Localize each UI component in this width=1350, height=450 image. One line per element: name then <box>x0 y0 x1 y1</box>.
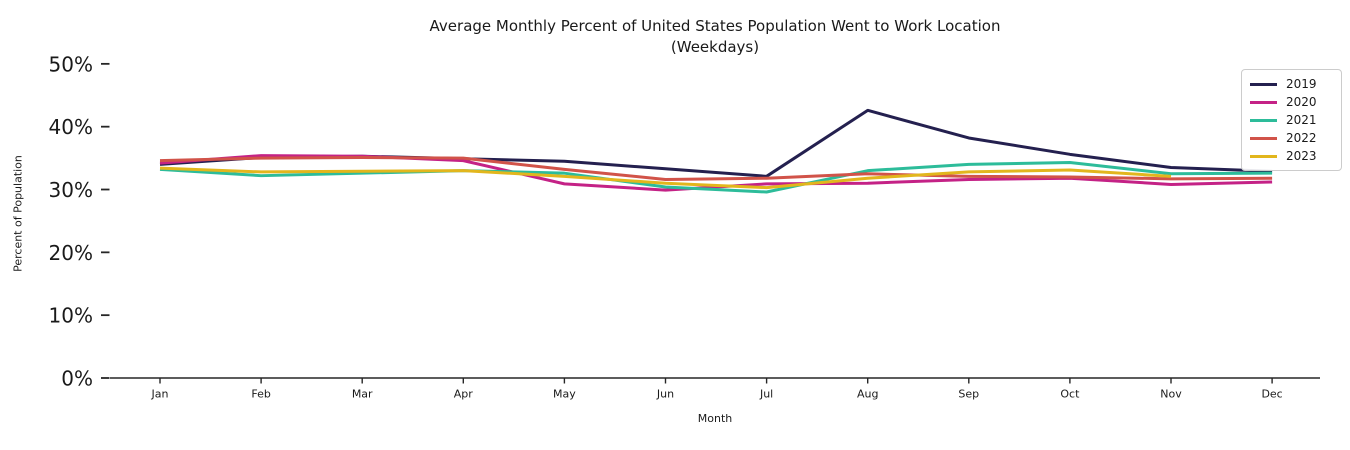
x-tick-label: Jan <box>151 388 169 401</box>
x-tick-label: Jun <box>656 388 674 401</box>
chart-title: Average Monthly Percent of United States… <box>110 16 1320 58</box>
x-tick-label: Nov <box>1160 388 1182 401</box>
legend-line-swatch <box>1250 82 1277 86</box>
legend-item-2023: 2023 <box>1250 147 1333 165</box>
legend-label: 2022 <box>1286 131 1317 145</box>
y-tick-label: 20% <box>49 241 93 265</box>
x-tick-label: Jul <box>759 388 773 401</box>
legend: 2019 2020 2021 2022 2023 <box>1241 69 1342 171</box>
y-tick-label: 30% <box>49 178 93 202</box>
y-tick-label: 50% <box>49 52 93 76</box>
x-tick-label: Feb <box>251 388 270 401</box>
x-tick-label: Oct <box>1060 388 1080 401</box>
legend-label: 2023 <box>1286 149 1317 163</box>
legend-line-swatch <box>1250 136 1277 140</box>
legend-item-2021: 2021 <box>1250 111 1333 129</box>
line-2023 <box>159 166 1172 190</box>
legend-label: 2019 <box>1286 77 1317 91</box>
x-tick-label: Aug <box>857 388 878 401</box>
legend-label: 2021 <box>1286 113 1317 127</box>
y-tick-label: 0% <box>61 367 93 391</box>
x-tick-label: May <box>553 388 576 401</box>
legend-item-2022: 2022 <box>1250 129 1333 147</box>
y-tick-label: 40% <box>49 115 93 139</box>
legend-label: 2020 <box>1286 95 1317 109</box>
x-tick-label: Sep <box>958 388 979 401</box>
line-2021 <box>159 160 1273 194</box>
chart-title-line2: (Weekdays) <box>670 38 760 56</box>
x-axis-label: Month <box>697 412 733 425</box>
legend-item-2020: 2020 <box>1250 93 1333 111</box>
legend-line-swatch <box>1250 100 1277 104</box>
legend-item-2019: 2019 <box>1250 75 1333 93</box>
legend-line-swatch <box>1250 118 1277 122</box>
x-tick-label: Mar <box>352 388 373 401</box>
chart-title-line1: Average Monthly Percent of United States… <box>429 17 1001 35</box>
line-2022 <box>159 155 1273 181</box>
legend-line-swatch <box>1250 154 1277 158</box>
y-tick-label: 10% <box>49 304 93 328</box>
x-tick-label: Apr <box>454 388 474 401</box>
x-tick-label: Dec <box>1261 388 1282 401</box>
y-axis-label: Percent of Population <box>11 155 25 272</box>
